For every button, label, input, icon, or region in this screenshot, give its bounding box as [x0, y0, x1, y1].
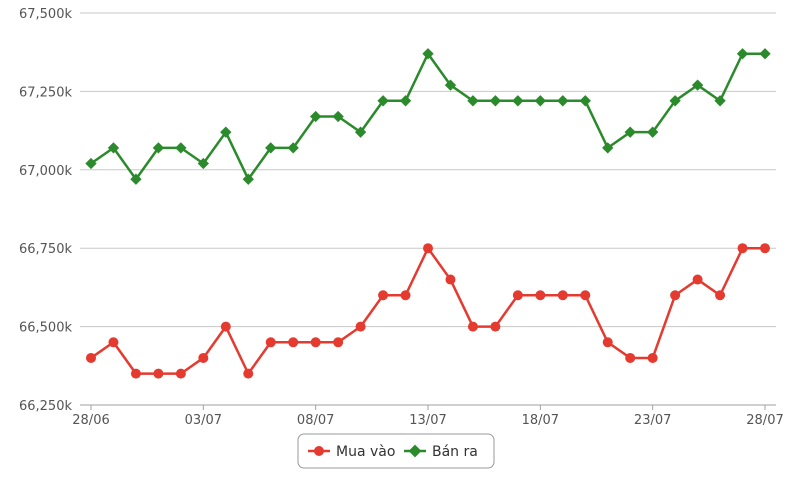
data-point[interactable]	[153, 368, 164, 379]
data-point[interactable]	[265, 337, 276, 348]
data-point[interactable]	[422, 48, 434, 60]
legend-box	[297, 433, 495, 469]
x-tick-label: 23/07	[634, 413, 671, 428]
y-tick-label: 66,250k	[19, 399, 72, 414]
data-point[interactable]	[512, 95, 524, 107]
x-tick-label: 28/07	[746, 413, 783, 428]
x-tick-label: 13/07	[409, 413, 446, 428]
data-point[interactable]	[489, 95, 502, 107]
data-point[interactable]	[220, 126, 232, 138]
data-point[interactable]	[243, 368, 254, 379]
data-point[interactable]	[175, 142, 187, 154]
data-point[interactable]	[445, 274, 456, 285]
x-axis: 28/06 03/07 08/07 13/07 18/07 23/07 28/07	[72, 404, 784, 428]
series-line	[90, 246, 765, 375]
data-point[interactable]	[625, 352, 636, 363]
data-point[interactable]	[220, 321, 231, 332]
y-tick-label: 66,750k	[19, 242, 72, 257]
data-point[interactable]	[265, 142, 277, 154]
data-point[interactable]	[198, 352, 209, 363]
legend[interactable]: Mua vào Bán ra	[297, 433, 495, 469]
data-point[interactable]	[287, 142, 299, 154]
data-point[interactable]	[175, 368, 186, 379]
data-point[interactable]	[647, 352, 658, 363]
grid-lines	[80, 12, 776, 406]
data-point[interactable]	[557, 95, 569, 107]
data-point[interactable]	[108, 337, 119, 348]
legend-marker-mua-vao	[314, 446, 324, 456]
legend-marker-ban-ra	[408, 444, 422, 458]
x-tick-label: 08/07	[297, 413, 334, 428]
data-point[interactable]	[715, 290, 726, 301]
series-layer	[85, 48, 771, 379]
data-point[interactable]	[130, 368, 141, 379]
data-point[interactable]	[534, 95, 546, 107]
series-ban-ra	[85, 48, 771, 185]
data-point[interactable]	[378, 290, 389, 301]
legend-item-mua-vao[interactable]: Mua vào	[308, 444, 395, 460]
data-point[interactable]	[557, 290, 568, 301]
legend-label-mua-vao: Mua vào	[336, 444, 395, 460]
legend-label-ban-ra: Bán ra	[432, 444, 478, 460]
data-point[interactable]	[670, 290, 681, 301]
series-line	[90, 52, 765, 181]
data-point[interactable]	[242, 173, 254, 185]
data-point[interactable]	[602, 142, 614, 154]
data-point[interactable]	[760, 243, 770, 254]
y-tick-label: 67,000k	[19, 164, 72, 179]
legend-item-ban-ra[interactable]: Bán ra	[404, 444, 478, 460]
data-point[interactable]	[310, 337, 321, 348]
data-point[interactable]	[152, 142, 165, 154]
y-tick-label: 67,500k	[19, 7, 72, 22]
y-tick-label: 66,500k	[19, 321, 72, 336]
x-tick-label: 28/06	[72, 413, 109, 428]
data-point[interactable]	[399, 95, 412, 107]
y-tick-label: 67,250k	[19, 85, 72, 100]
data-point[interactable]	[355, 321, 366, 332]
data-point[interactable]	[288, 337, 299, 348]
data-point[interactable]	[737, 243, 748, 254]
data-point[interactable]	[512, 290, 523, 301]
data-point[interactable]	[579, 95, 591, 107]
data-point[interactable]	[647, 126, 659, 138]
series-mua-vao	[86, 243, 770, 379]
data-point[interactable]	[423, 243, 433, 254]
x-tick-label: 03/07	[185, 413, 222, 428]
data-point[interactable]	[736, 48, 749, 60]
data-point[interactable]	[467, 321, 478, 332]
y-axis-ticks: 66,250k 66,500k 66,750k 67,000k 67,250k 67,50…	[19, 7, 72, 414]
data-point[interactable]	[130, 173, 142, 185]
data-point[interactable]	[602, 337, 613, 348]
data-point[interactable]	[624, 126, 636, 138]
data-point[interactable]	[400, 290, 411, 301]
data-point[interactable]	[759, 48, 771, 60]
data-point[interactable]	[490, 321, 501, 332]
data-point[interactable]	[580, 290, 591, 301]
data-point[interactable]	[333, 337, 344, 348]
data-point[interactable]	[86, 352, 96, 363]
data-point[interactable]	[535, 290, 546, 301]
data-point[interactable]	[692, 274, 703, 285]
data-point[interactable]	[354, 126, 367, 138]
data-point[interactable]	[197, 157, 209, 170]
x-tick-label: 18/07	[522, 413, 559, 428]
